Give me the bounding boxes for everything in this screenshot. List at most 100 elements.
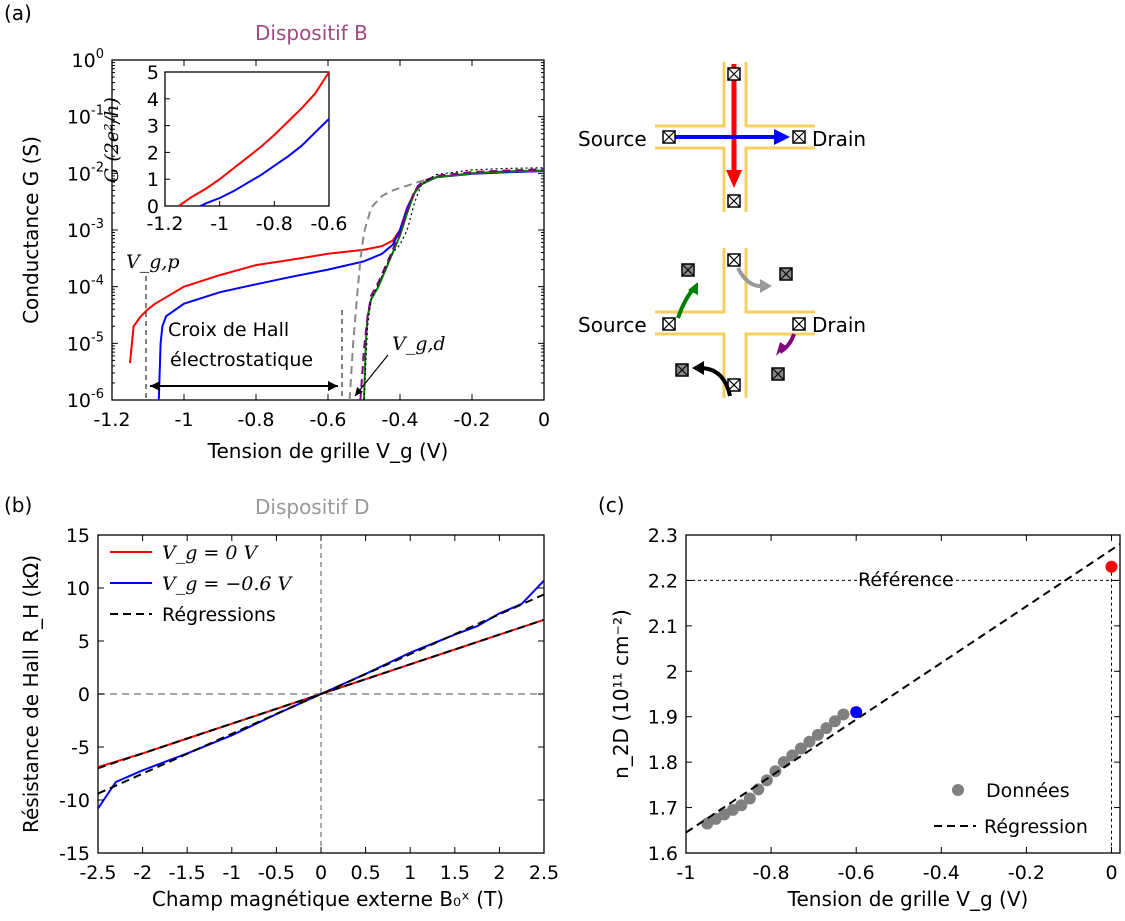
panel-b-ytick-label: -15 bbox=[59, 843, 90, 865]
data-point bbox=[850, 706, 863, 719]
inset-ylabel: G (2e²/h) bbox=[101, 97, 123, 183]
hall-annotation-2: électrostatique bbox=[170, 349, 313, 371]
panel-b-xtick-label: 0 bbox=[315, 862, 327, 884]
source-label-top: Source bbox=[578, 127, 647, 151]
panel-b-legend-label: Régressions bbox=[162, 604, 276, 626]
inset-ytick-label: 0 bbox=[147, 196, 159, 218]
panel-a-series-3 bbox=[363, 169, 545, 401]
inset-ytick-label: 2 bbox=[147, 142, 159, 164]
contact-icon bbox=[727, 194, 741, 208]
panel-c-xtick-label: -0.8 bbox=[753, 862, 790, 884]
panel-c-legend-swatch bbox=[952, 784, 964, 796]
vgd-arrow bbox=[354, 354, 389, 397]
panel-b-ytick-label: 15 bbox=[66, 525, 90, 547]
contact-icon bbox=[727, 67, 741, 81]
panel-c-legend-label: Régression bbox=[984, 816, 1088, 838]
panel-a-ytick-label: 10-1 bbox=[67, 104, 104, 129]
inset-xtick-label: -0.6 bbox=[310, 213, 347, 235]
vgp-annotation: V_g,p bbox=[126, 251, 180, 273]
inset-ytick-label: 1 bbox=[147, 169, 159, 191]
panel-b-legend-label: V_g = −0.6 V bbox=[162, 573, 294, 595]
data-point bbox=[760, 774, 773, 787]
data-point bbox=[837, 708, 850, 721]
data-point bbox=[786, 749, 799, 762]
panel-a-xtick-label: -0.6 bbox=[309, 409, 346, 431]
panel-c-xtick-label: -0.2 bbox=[1008, 862, 1045, 884]
panel-a-title: Dispositif B bbox=[255, 21, 368, 45]
panel-a-xtick-label: -0.4 bbox=[381, 409, 418, 431]
inset-ytick-label: 3 bbox=[147, 116, 159, 138]
data-point bbox=[752, 783, 765, 796]
panel-b-xtick-label: 2 bbox=[493, 862, 505, 884]
panel-b-xtick-label: 0.5 bbox=[350, 862, 380, 884]
contact-icon bbox=[662, 317, 676, 331]
contact-icon bbox=[792, 317, 806, 331]
panel-c-ytick-label: 1.8 bbox=[648, 752, 678, 774]
panel-a-series-4 bbox=[359, 168, 545, 401]
panel-a-xtick-label: -1.2 bbox=[93, 409, 130, 431]
panel-c-frame bbox=[685, 534, 1121, 854]
contact-icon bbox=[727, 253, 741, 267]
panel-b-ytick-label: -10 bbox=[59, 790, 90, 812]
panel-b-ytick-label: 10 bbox=[66, 578, 90, 600]
panel-c-ytick-label: 2.2 bbox=[648, 570, 678, 592]
data-point bbox=[811, 728, 824, 741]
ground-contact-icon bbox=[771, 367, 785, 381]
ground-contact-icon bbox=[779, 267, 793, 281]
panel-c-plot: 2.3 2.2 2.1 2 1.9 1.8 1.7 1.6-1 -0.8 -0.6 -0.4 -0.2… bbox=[609, 525, 1121, 911]
contact-icon bbox=[792, 130, 806, 144]
contact-icon bbox=[727, 378, 741, 392]
inset-ytick-label: 4 bbox=[147, 89, 159, 111]
cross-bottom: Source Drain bbox=[578, 248, 866, 398]
panel-c-xlabel: Tension de grille V_g (V) bbox=[787, 887, 1029, 911]
contact-icon bbox=[662, 130, 676, 144]
panel-c-legend-label: Données bbox=[986, 780, 1070, 802]
panel-a-xlabel: Tension de grille V_g (V) bbox=[207, 439, 449, 463]
vgd-arrowhead bbox=[355, 387, 363, 396]
panel-b-ytick-label: -5 bbox=[71, 737, 90, 759]
panel-b-xlabel: Champ magnétique externe B₀ˣ (T) bbox=[152, 887, 504, 911]
reference-label: Référence bbox=[858, 569, 954, 591]
inset-xtick-label: -1 bbox=[210, 213, 229, 235]
panel-a-ylabel: Conductance G (S) bbox=[19, 136, 43, 324]
panel-b-legend-label: V_g = 0 V bbox=[162, 542, 260, 564]
panel-b-ylabel: Résistance de Hall R_H (kΩ) bbox=[19, 555, 43, 833]
panel-b-series-3 bbox=[97, 593, 545, 795]
panel-b-label: (b) bbox=[4, 493, 32, 517]
panel-a-series-2 bbox=[348, 169, 545, 401]
panel-b-xtick-label: -2 bbox=[133, 862, 152, 884]
inset-series-0 bbox=[178, 71, 330, 207]
panel-c-ytick-label: 2 bbox=[666, 661, 678, 683]
panel-b-xtick-label: 1 bbox=[404, 862, 416, 884]
vgd-annotation: V_g,d bbox=[392, 333, 446, 355]
panel-b-ytick-label: 5 bbox=[78, 631, 90, 653]
panel-b-plot: 15 10 5 0 -5 -10 -15-2.5 -2 -1.5 -1 -0.5 0 0.5 1 1.5 2 2… bbox=[19, 525, 559, 911]
arrow-purple bbox=[778, 333, 796, 354]
panel-a-xtick-label: -1 bbox=[175, 409, 194, 431]
panel-a-xtick-label: -0.8 bbox=[237, 409, 274, 431]
hall-cross-schematic: Source Drain bbox=[578, 62, 866, 398]
ground-contact-icon bbox=[681, 263, 695, 277]
inset-ytick-label: 5 bbox=[147, 62, 159, 84]
panel-a-ytick-label: 100 bbox=[72, 47, 104, 72]
panel-c-xtick-label: -0.4 bbox=[923, 862, 960, 884]
panel-b-xtick-label: -1 bbox=[222, 862, 241, 884]
inset-xtick-label: -1.2 bbox=[146, 213, 183, 235]
panel-c-xtick-label: -0.6 bbox=[838, 862, 875, 884]
panel-b-title: Dispositif D bbox=[255, 495, 369, 519]
panel-a-ytick-label: 10-3 bbox=[67, 217, 104, 242]
data-point bbox=[735, 799, 748, 812]
panel-a-ytick-label: 10-5 bbox=[67, 330, 104, 355]
data-point bbox=[743, 792, 756, 805]
panel-a-label: (a) bbox=[4, 1, 32, 25]
panel-a-ytick-label: 10-6 bbox=[67, 387, 104, 412]
panel-a-ytick-label: 10-4 bbox=[67, 274, 104, 299]
data-point bbox=[820, 722, 833, 735]
panel-a-xtick-label: -0.2 bbox=[453, 409, 490, 431]
panel-b-series-2 bbox=[97, 618, 545, 770]
panel-b-xtick-label: 1.5 bbox=[440, 862, 470, 884]
inset-xtick-label: -0.8 bbox=[256, 213, 293, 235]
panel-c-ytick-label: 2.3 bbox=[648, 525, 678, 547]
